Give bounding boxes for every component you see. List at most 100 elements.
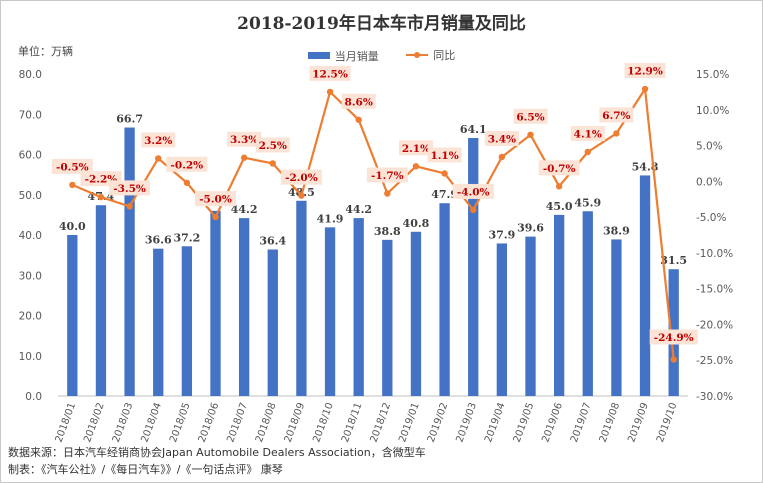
line-label-bg (452, 183, 494, 199)
line-point (527, 131, 534, 139)
line-label-bg (624, 63, 666, 79)
y-right-tick-label: -15.0% (696, 284, 733, 296)
line-point (126, 203, 133, 210)
line-point (384, 190, 391, 197)
legend: 当月销量 同比 (0, 47, 763, 64)
line-label-bg (427, 147, 462, 163)
bar (210, 210, 221, 396)
y-right-tick-label: -25.0% (696, 355, 733, 367)
legend-bar-swatch (307, 52, 330, 59)
line-point (69, 181, 76, 189)
bar-value-label: 38.9 (603, 224, 630, 237)
bar (124, 127, 135, 396)
line-label-bg (599, 107, 634, 123)
legend-line-swatch (406, 51, 429, 59)
bar (439, 203, 450, 396)
bar-value-label: 31.5 (660, 254, 687, 267)
x-tick-label: 2019/01 (397, 401, 422, 444)
line-value-label: -2.0% (285, 172, 318, 184)
x-tick-label: 2018/03 (111, 401, 136, 444)
bar (95, 205, 107, 396)
x-tick-label: 2018/12 (369, 401, 394, 444)
x-tick-label: 2018/08 (254, 401, 279, 444)
x-tick-label: 2019/04 (483, 401, 508, 444)
bar (639, 175, 651, 396)
line-value-label: -0.5% (56, 161, 89, 173)
line-label-bg (309, 65, 351, 81)
line-label-bg (570, 125, 605, 141)
x-tick-label: 2018/01 (54, 401, 79, 444)
line-value-label: -24.9% (654, 332, 694, 344)
bar-value-label: 44.2 (345, 203, 372, 216)
line-value-label: 8.6% (345, 96, 373, 108)
bar-value-label: 37.9 (488, 228, 515, 241)
bar-value-label: 38.8 (374, 225, 401, 238)
line-point (183, 179, 191, 186)
y-left-tick-label: 40.0 (19, 230, 42, 242)
bar-value-label: 39.6 (517, 222, 544, 235)
line-label-bg (398, 140, 433, 156)
y-left-tick-label: 20.0 (19, 311, 42, 323)
line-point (97, 193, 105, 201)
line-point (555, 183, 563, 190)
line-value-label: 12.5% (312, 68, 348, 80)
bar (353, 218, 364, 396)
line-label-bg (51, 158, 93, 174)
bar (410, 231, 422, 396)
bar-value-label: 45.0 (546, 200, 573, 213)
legend-bar-label: 当月销量 (334, 49, 379, 63)
line-point (498, 153, 506, 161)
line-point (269, 160, 276, 167)
x-tick-label: 2019/09 (626, 401, 651, 444)
line-point (441, 170, 448, 177)
line-value-label: 2.1% (402, 143, 430, 155)
y-right-tick-label: 15.0% (696, 69, 729, 81)
line-value-label: -4.0% (457, 186, 490, 198)
line-value-label: 2.5% (259, 140, 287, 152)
line-point (298, 192, 305, 199)
bar (324, 227, 336, 396)
y-right-tick-label: 0.0% (696, 176, 723, 188)
x-tick-label: 2018/06 (197, 401, 222, 444)
y-right-tick-label: -5.0% (696, 212, 726, 224)
line-point (470, 206, 477, 214)
footer-credit: 制表：《汽车公社》/《每日汽车》》/《一句话点评》 康琴 (8, 463, 283, 476)
x-tick-label: 2019/08 (598, 401, 623, 444)
y-left-tick-label: 70.0 (19, 109, 42, 121)
line-label-bg (195, 191, 236, 207)
footer-source: 数据来源：日本汽车经销商协会Japan Automobile Dealers A… (8, 446, 426, 459)
line-value-label: -0.7% (543, 163, 576, 175)
bar (553, 214, 565, 396)
line-value-label: 1.1% (430, 150, 458, 162)
y-left-tick-label: 0.0 (25, 391, 42, 403)
line-value-label: -0.2% (171, 159, 204, 171)
bar-value-label: 47.9 (431, 188, 458, 201)
bar-value-label: 41.9 (317, 212, 344, 225)
line-label-bg (538, 160, 580, 176)
legend-item-bar: 当月销量 (307, 48, 379, 64)
bar (67, 235, 78, 396)
line-point (212, 213, 219, 221)
bar-value-label: 44.2 (231, 203, 258, 216)
bar (582, 211, 593, 396)
x-tick-label: 2019/03 (454, 401, 479, 444)
bar (496, 243, 508, 396)
line-value-label: 6.5% (516, 111, 544, 123)
bar (181, 246, 193, 396)
line-label-bg (649, 329, 698, 345)
line-point (240, 154, 248, 161)
y-left-tick-label: 30.0 (19, 270, 42, 282)
bar-value-label: 45.9 (574, 196, 601, 209)
y-left-tick-label: 80.0 (19, 69, 42, 81)
bar (267, 249, 278, 396)
line-value-label: 3.3% (230, 134, 258, 146)
line-value-label: -3.5% (113, 183, 146, 195)
line-label-bg (513, 108, 548, 124)
y-right-tick-label: -30.0% (696, 391, 733, 403)
y-right-tick-label: 5.0% (696, 141, 723, 153)
bar-value-label: 36.4 (259, 234, 286, 247)
bar (296, 200, 307, 396)
bar (382, 239, 393, 396)
y-left-tick-label: 60.0 (19, 150, 42, 162)
